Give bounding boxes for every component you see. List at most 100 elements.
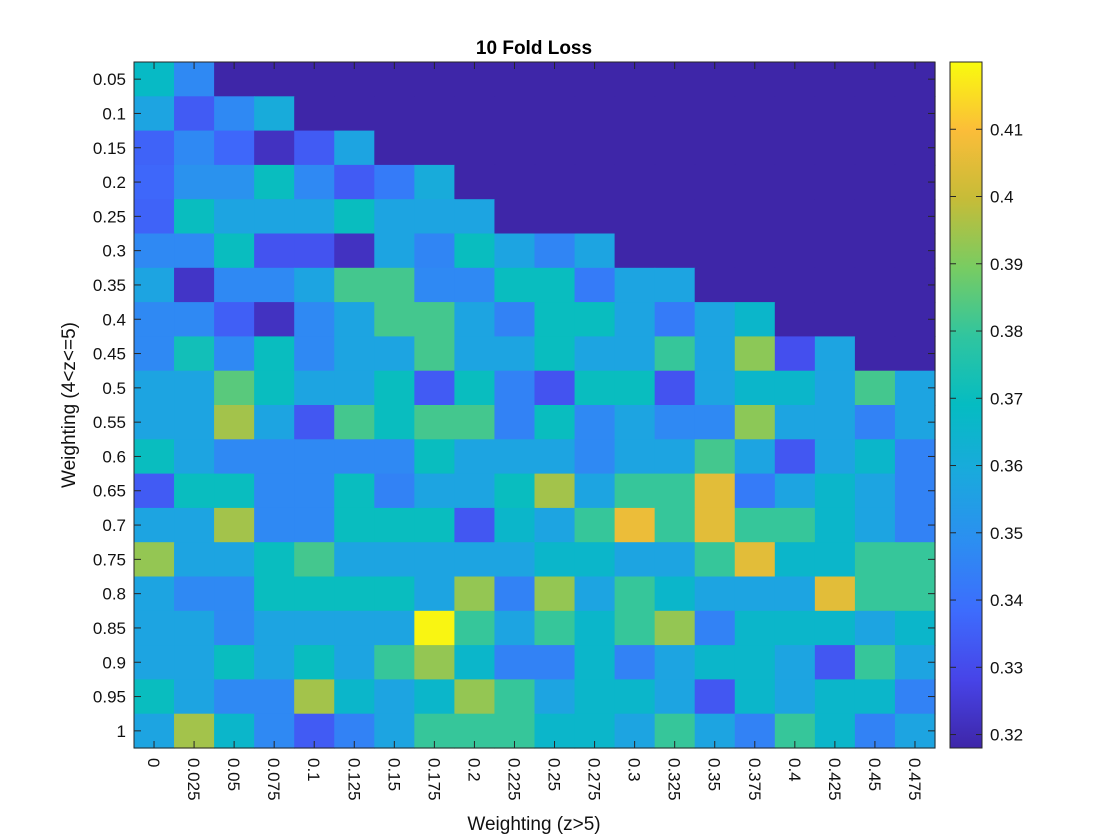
heatmap-cell [694,473,736,509]
heatmap-cell [374,130,415,166]
heatmap-cell [574,439,616,475]
heatmap-cell [854,507,896,543]
x-axis-label: Weighting (z>5) [467,814,600,835]
axis-ticks [134,62,935,748]
x-tick-label: 0.45 [865,758,884,791]
heatmap-cell [174,645,215,680]
heatmap-cell [854,610,896,646]
heatmap-cell [814,302,856,337]
heatmap-cell [854,302,896,337]
heatmap-cell [374,610,415,646]
heatmap-cell [694,96,736,132]
heatmap-cell [174,679,215,715]
chart-title: 10 Fold Loss [476,38,592,59]
heatmap-cell [414,336,455,372]
heatmap-cell [294,302,335,337]
heatmap-cell [374,473,415,509]
heatmap-cell [254,405,295,440]
heatmap-cell [614,542,656,578]
heatmap-cell [734,199,776,235]
heatmap-cell [414,679,455,715]
heatmap-cell [814,679,856,715]
heatmap-cell [494,336,536,372]
heatmap-cell [854,267,896,303]
heatmap-cell [854,96,896,132]
heatmap-cell [374,267,415,303]
heatmap-cell [734,370,776,406]
heatmap-cell [574,576,616,612]
heatmap-cell [294,576,335,612]
heatmap-cell [814,96,856,132]
heatmap-cell [294,233,335,269]
heatmap-cell [734,439,776,475]
y-tick-label: 0.95 [93,688,126,707]
colorbar-tick-label: 0.39 [990,255,1023,274]
heatmap-cell [614,576,656,612]
heatmap-cell [814,336,856,372]
heatmap-cell [574,267,616,303]
heatmap-cell [734,576,776,612]
heatmap-cell [774,679,816,715]
heatmap-cell [534,576,576,612]
heatmap-cell [174,96,215,132]
heatmap-cell [494,645,536,680]
heatmap-cell [534,302,576,337]
heatmap-cell [334,405,375,440]
heatmap-cell [454,164,496,200]
heatmap-cell [774,370,816,406]
heatmap-cell [574,302,616,337]
x-tick-label: 0.475 [905,758,924,801]
heatmap-cell [454,542,496,578]
colorbar-tick-label: 0.35 [990,524,1023,543]
heatmap-cell [174,164,215,200]
heatmap-cell [774,645,816,680]
y-tick-label: 0.25 [93,207,126,226]
x-tick-label: 0.175 [424,758,443,801]
heatmap-cell [374,439,415,475]
heatmap-cell [654,233,696,269]
heatmap-cell [334,302,375,337]
heatmap-cell [454,233,496,269]
heatmap-cell [614,679,656,715]
colorbar-tick-label: 0.4 [990,188,1014,207]
heatmap-cell [694,645,736,680]
heatmap-cell [334,199,375,235]
heatmap-cell [254,370,295,406]
heatmap-cell [534,507,576,543]
x-tick-label: 0.3 [625,758,644,782]
heatmap-cell [814,610,856,646]
heatmap-cell [214,302,255,337]
heatmap-cell [734,96,776,132]
heatmap-cell [374,645,415,680]
heatmap-cell [374,164,415,200]
heatmap-cell [854,405,896,440]
heatmap-cell [174,233,215,269]
y-tick-label: 0.6 [102,447,126,466]
heatmap-cell [214,679,255,715]
heatmap-cell [734,679,776,715]
heatmap-cell [534,542,576,578]
x-tick-label: 0.275 [585,758,604,801]
heatmap-cell [614,370,656,406]
heatmap-cell [174,610,215,646]
heatmap-cell [174,267,215,303]
heatmap-cell [774,610,816,646]
heatmap-cell [534,130,576,166]
heatmap-cell [294,130,335,166]
heatmap-cell [334,645,375,680]
x-tick-label: 0.225 [505,758,524,801]
heatmap-cell [294,610,335,646]
heatmap-cell [374,576,415,612]
heatmap-cell [774,336,816,372]
heatmap-cell [814,233,856,269]
heatmap-cell [294,542,335,578]
heatmap-cell [334,336,375,372]
heatmap-cell [734,302,776,337]
heatmap-cell [694,439,736,475]
heatmap-cell [414,576,455,612]
y-tick-labels: 0.05 0.1 0.15 0.2 0.25 0.3 0.35 0.4 0.45 0.5 0.55 0… [93,70,126,741]
heatmap-cell [734,473,776,509]
x-tick-label: 0.375 [745,758,764,801]
heatmap-cell [534,405,576,440]
y-axis-label: Weighting (4<z<=5) [59,322,80,488]
